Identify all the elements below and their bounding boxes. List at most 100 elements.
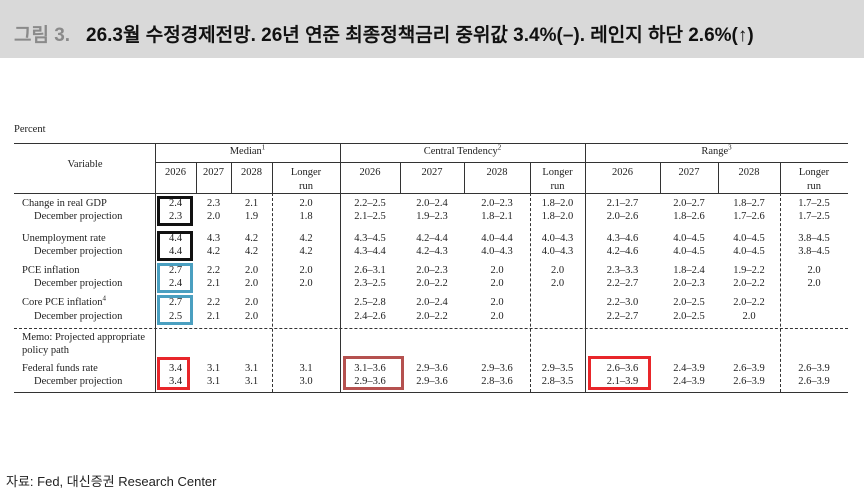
header-rule: [718, 162, 719, 193]
cell: 2.1–3.9: [606, 376, 639, 387]
cell: 2.0: [490, 278, 504, 289]
cell: 2.9–3.6: [416, 376, 448, 387]
cell: 1.9–2.2: [733, 265, 765, 276]
cell: 4.2–4.4: [416, 233, 448, 244]
cell: 1.7–2.5: [798, 211, 830, 222]
cell: 2.0: [299, 198, 313, 209]
cell: 4.0–4.5: [673, 246, 705, 257]
column-header: 2026: [612, 167, 633, 178]
cell: 1.7–2.5: [798, 198, 830, 209]
cell: 1.8–2.7: [733, 198, 765, 209]
cell: 3.8–4.5: [798, 246, 830, 257]
cell: 2.4–2.6: [354, 311, 386, 322]
cell: 2.2–2.5: [354, 198, 386, 209]
cell: 2.0: [742, 311, 756, 322]
highlight-box: [588, 356, 651, 390]
group-header: Range3: [701, 143, 732, 157]
cell: 2.2–3.0: [606, 297, 639, 308]
cell: 3.0: [299, 376, 313, 387]
title-bar: 그림 3. 26.3월 수정경제전망. 26년 연준 최종정책금리 중위값 3.…: [0, 0, 864, 58]
header-rule: [196, 162, 197, 193]
cell: 1.9: [244, 211, 259, 222]
cell: 2.0: [550, 265, 565, 276]
column-rule: [340, 143, 341, 392]
cell: 1.9–2.3: [416, 211, 448, 222]
header-rule: [660, 162, 661, 193]
cell: 2.0–2.2: [733, 278, 765, 289]
footnote-mark: 2: [497, 143, 502, 152]
cell: 2.0: [244, 265, 259, 276]
column-rule: [155, 143, 156, 392]
cell: 2.0–2.4: [416, 198, 448, 209]
cell: 3.1: [206, 363, 221, 374]
cell: 2.6–3.9: [733, 376, 765, 387]
cell: 2.4: [168, 278, 183, 289]
cell: 4.0–4.5: [673, 233, 705, 244]
cell: 2.9–3.5: [541, 363, 574, 374]
cell: 2.0: [206, 211, 221, 222]
header-rule: [780, 162, 781, 193]
cell: 2.3: [206, 198, 221, 209]
cell: 2.0: [550, 278, 565, 289]
column-header: Longer run: [290, 167, 322, 192]
cell: 4.3–4.4: [354, 246, 386, 257]
cell: 3.4: [168, 376, 183, 387]
cell: 4.3–4.6: [606, 233, 639, 244]
cell: 1.8–2.4: [673, 265, 705, 276]
cell: 2.0–2.6: [606, 211, 639, 222]
cell: 2.2–2.7: [606, 278, 639, 289]
cell: 4.2–4.3: [416, 246, 448, 257]
column-header: 2027: [421, 167, 443, 178]
rule: [155, 162, 848, 163]
group-header: Central Tendency2: [423, 143, 502, 157]
cell: 4.4: [168, 246, 183, 257]
cell: 2.0–2.7: [673, 198, 705, 209]
cell: 3.1: [244, 376, 259, 387]
cell: 4.0–4.3: [541, 233, 574, 244]
cell: 2.0–2.3: [673, 278, 705, 289]
cell: 2.6–3.9: [798, 376, 830, 387]
cell: 2.8–3.6: [481, 376, 513, 387]
cell: 4.3: [206, 233, 221, 244]
cell: 2.0: [244, 297, 259, 308]
header-rule: [231, 162, 232, 193]
cell: 2.6–3.1: [354, 265, 386, 276]
cell: 2.6–3.6: [606, 363, 639, 374]
highlight-box: [343, 356, 404, 390]
row-label: Core PCE inflation4: [22, 294, 107, 308]
column-rule: [780, 193, 781, 392]
cell: 2.9–3.6: [481, 363, 513, 374]
highlight-box: [157, 263, 193, 293]
source-note: 자료: Fed, 대신증권 Research Center: [6, 474, 217, 489]
highlight-box: [157, 231, 193, 261]
column-rule: [272, 193, 273, 392]
cell: 2.1: [206, 311, 221, 322]
cell: 3.1: [206, 376, 221, 387]
column-header: Longer run: [542, 167, 573, 192]
header-rule: [272, 162, 273, 193]
cell: 2.0: [299, 278, 313, 289]
cell: 3.1–3.6: [354, 363, 386, 374]
cell: 4.3–4.5: [354, 233, 386, 244]
cell: 2.5: [168, 311, 183, 322]
cell: 2.8–3.5: [541, 376, 574, 387]
cell: 2.0: [807, 278, 821, 289]
highlight-box: [157, 196, 193, 226]
cell: 1.7–2.6: [733, 211, 765, 222]
header-rule: [530, 162, 531, 193]
cell: 2.0–2.2: [733, 297, 765, 308]
cell: 4.2: [299, 246, 313, 257]
cell: 4.2–4.6: [606, 246, 639, 257]
cell: 4.2: [299, 233, 313, 244]
cell: 2.4: [168, 198, 183, 209]
row-label: PCE inflation: [22, 265, 80, 276]
footnote-mark: 4: [102, 294, 107, 303]
cell: 2.2–2.7: [606, 311, 639, 322]
cell: 1.8–2.1: [481, 211, 513, 222]
highlight-box: [157, 357, 190, 390]
cell: 4.0–4.5: [733, 246, 765, 257]
cell: 2.0–2.3: [481, 198, 513, 209]
cell: 2.5–2.8: [354, 297, 386, 308]
cell: 2.0: [244, 278, 259, 289]
group-header: Median1: [229, 143, 266, 157]
